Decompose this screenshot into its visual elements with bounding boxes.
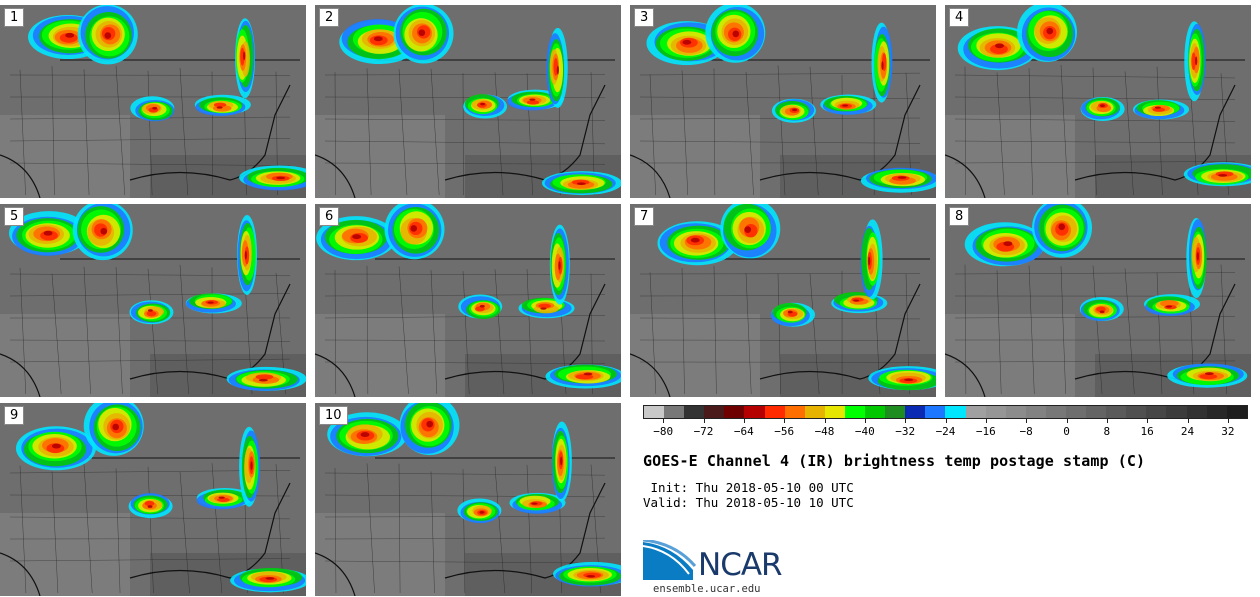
colorbar-tick	[1026, 419, 1028, 423]
ir-satellite-map	[945, 204, 1251, 397]
panel-number: 9	[4, 406, 25, 425]
colorbar-cell	[764, 406, 785, 418]
panel-number: 7	[634, 207, 655, 226]
colorbar-tick-label: 24	[1180, 425, 1195, 438]
ir-satellite-map	[0, 204, 306, 397]
colorbar-tick	[905, 419, 907, 423]
colorbar-tick-label: −40	[854, 425, 875, 438]
panel-number: 3	[634, 8, 655, 27]
colorbar-cell	[1166, 406, 1187, 418]
init-time: Init: Thu 2018-05-10 00 UTC	[643, 480, 854, 495]
colorbar-tick	[864, 419, 866, 423]
ir-satellite-map	[630, 5, 936, 198]
stamp-panel-8: 8	[945, 204, 1251, 397]
colorbar-cell	[844, 406, 866, 418]
colorbar-cell	[1186, 406, 1207, 418]
colorbar-cell	[865, 406, 886, 418]
colorbar-cell	[1226, 406, 1247, 418]
panel-number: 8	[949, 207, 970, 226]
colorbar-cell	[1106, 406, 1127, 418]
colorbar-cell	[724, 406, 745, 418]
colorbar-tick-label: −8	[1019, 425, 1033, 438]
colorbar-cell	[744, 406, 765, 418]
colorbar-cell	[1206, 406, 1227, 418]
colorbar-cell	[885, 406, 906, 418]
colorbar-ticks: −80 −72 −64 −56 −48 −40 −32 −24 −16 −8 0 8 16 24 32	[643, 419, 1248, 439]
colorbar-tick-label: 16	[1140, 425, 1154, 438]
colorbar-tick	[1066, 419, 1068, 423]
colorbar-tick-label: −72	[693, 425, 714, 438]
stamp-panel-1: 1	[0, 5, 306, 198]
ncar-logo-icon	[643, 540, 697, 580]
colorbar-cell	[1005, 406, 1026, 418]
panel-number: 5	[4, 207, 25, 226]
site-url: ensemble.ucar.edu	[653, 583, 761, 595]
colorbar-cell	[1126, 406, 1147, 418]
colorbar-cell	[965, 406, 986, 418]
colorbar-tick-label: −24	[935, 425, 956, 438]
ir-satellite-map	[0, 5, 306, 198]
stamp-panel-7: 7	[630, 204, 936, 397]
colorbar-tick-label: −16	[975, 425, 996, 438]
colorbar-tick	[945, 419, 947, 423]
colorbar-cell	[644, 406, 665, 418]
colorbar-cell	[1086, 406, 1107, 418]
colorbar-cell	[784, 406, 805, 418]
colorbar-cell	[1025, 406, 1046, 418]
colorbar-tick-label: 32	[1221, 425, 1235, 438]
ir-satellite-map	[630, 204, 936, 397]
colorbar-cell	[684, 406, 705, 418]
colorbar-cell	[824, 406, 845, 418]
colorbar-tick	[1147, 419, 1149, 423]
colorbar-tick-label: −56	[774, 425, 795, 438]
colorbar-tick	[784, 419, 786, 423]
colorbar-tick	[824, 419, 826, 423]
stamp-panel-10: 10	[315, 403, 621, 596]
colorbar-cell	[1045, 406, 1066, 418]
colorbar-tick-label: 0	[1063, 425, 1070, 438]
panel-number: 10	[319, 406, 348, 425]
figure-title: GOES-E Channel 4 (IR) brightness temp po…	[643, 452, 1146, 470]
panel-number: 1	[4, 8, 25, 27]
ir-satellite-map	[945, 5, 1251, 198]
ir-satellite-map	[0, 403, 306, 596]
colorbar-cell	[925, 406, 946, 418]
colorbar-cell	[945, 406, 966, 418]
colorbar-tick-label: −48	[814, 425, 835, 438]
colorbar-cell	[905, 406, 926, 418]
colorbar-cell	[1146, 406, 1167, 418]
colorbar-tick	[703, 419, 705, 423]
stamp-panel-4: 4	[945, 5, 1251, 198]
panel-number: 2	[319, 8, 340, 27]
stamp-panel-9: 9	[0, 403, 306, 596]
colorbar-cell	[1065, 406, 1087, 418]
ir-satellite-map	[315, 5, 621, 198]
colorbar-tick	[1187, 419, 1189, 423]
stamp-panel-2: 2	[315, 5, 621, 198]
colorbar-tick-label: −64	[733, 425, 754, 438]
valid-time: Valid: Thu 2018-05-10 10 UTC	[643, 495, 854, 510]
colorbar-cell	[704, 406, 725, 418]
colorbar-tick-label: −32	[895, 425, 916, 438]
ir-satellite-map	[315, 403, 621, 596]
stamp-panel-6: 6	[315, 204, 621, 397]
colorbar-tick	[743, 419, 745, 423]
colorbar-tick	[663, 419, 665, 423]
colorbar-tick	[985, 419, 987, 423]
stamp-panel-5: 5	[0, 204, 306, 397]
panel-number: 6	[319, 207, 340, 226]
colorbar-cell	[804, 406, 825, 418]
colorbar	[643, 405, 1248, 419]
colorbar-tick-label: 8	[1103, 425, 1111, 438]
panel-number: 4	[949, 8, 970, 27]
stamp-panel-3: 3	[630, 5, 936, 198]
colorbar-tick-label: −80	[653, 425, 674, 438]
colorbar-cell	[985, 406, 1006, 418]
colorbar-tick	[1227, 419, 1229, 423]
colorbar-tick	[1106, 419, 1108, 423]
ncar-logo-text: NCAR	[698, 547, 783, 583]
ir-satellite-map	[315, 204, 621, 397]
colorbar-cell	[664, 406, 685, 418]
